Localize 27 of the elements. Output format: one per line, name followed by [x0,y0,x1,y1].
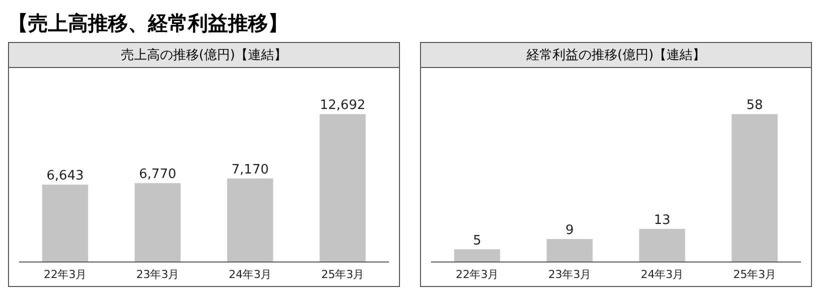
x-tick-label: 23年3月 [548,268,592,281]
bar [454,249,500,262]
data-label: 6,643 [46,168,84,184]
chart-subtitle: 売上高の推移(億円)【連結】 [9,43,399,68]
x-tick-label: 25年3月 [321,268,364,281]
x-tick-label: 22年3月 [456,268,499,281]
data-label: 5 [472,233,482,248]
bar [320,114,366,262]
x-tick-label: 24年3月 [228,268,272,281]
x-tick-label: 24年3月 [640,268,684,281]
bar [639,228,686,262]
x-tick-label: 25年3月 [733,268,776,281]
chart-subtitle: 経常利益の推移(億円)【連結】 [421,43,811,68]
x-tick-label: 23年3月 [136,268,180,281]
data-label: 9 [565,223,574,238]
bar [227,178,274,262]
data-label: 6,770 [139,167,176,182]
data-label: 58 [746,98,763,114]
bar [546,239,593,262]
bar [134,183,181,262]
data-label: 7,170 [232,162,269,178]
x-tick-label: 22年3月 [44,268,87,281]
data-label: 13 [654,212,670,228]
data-label: 12,692 [320,98,366,114]
bar [42,184,88,262]
chart-title: 【売上高推移、経常利益推移】 [8,10,289,37]
bar [732,114,778,262]
